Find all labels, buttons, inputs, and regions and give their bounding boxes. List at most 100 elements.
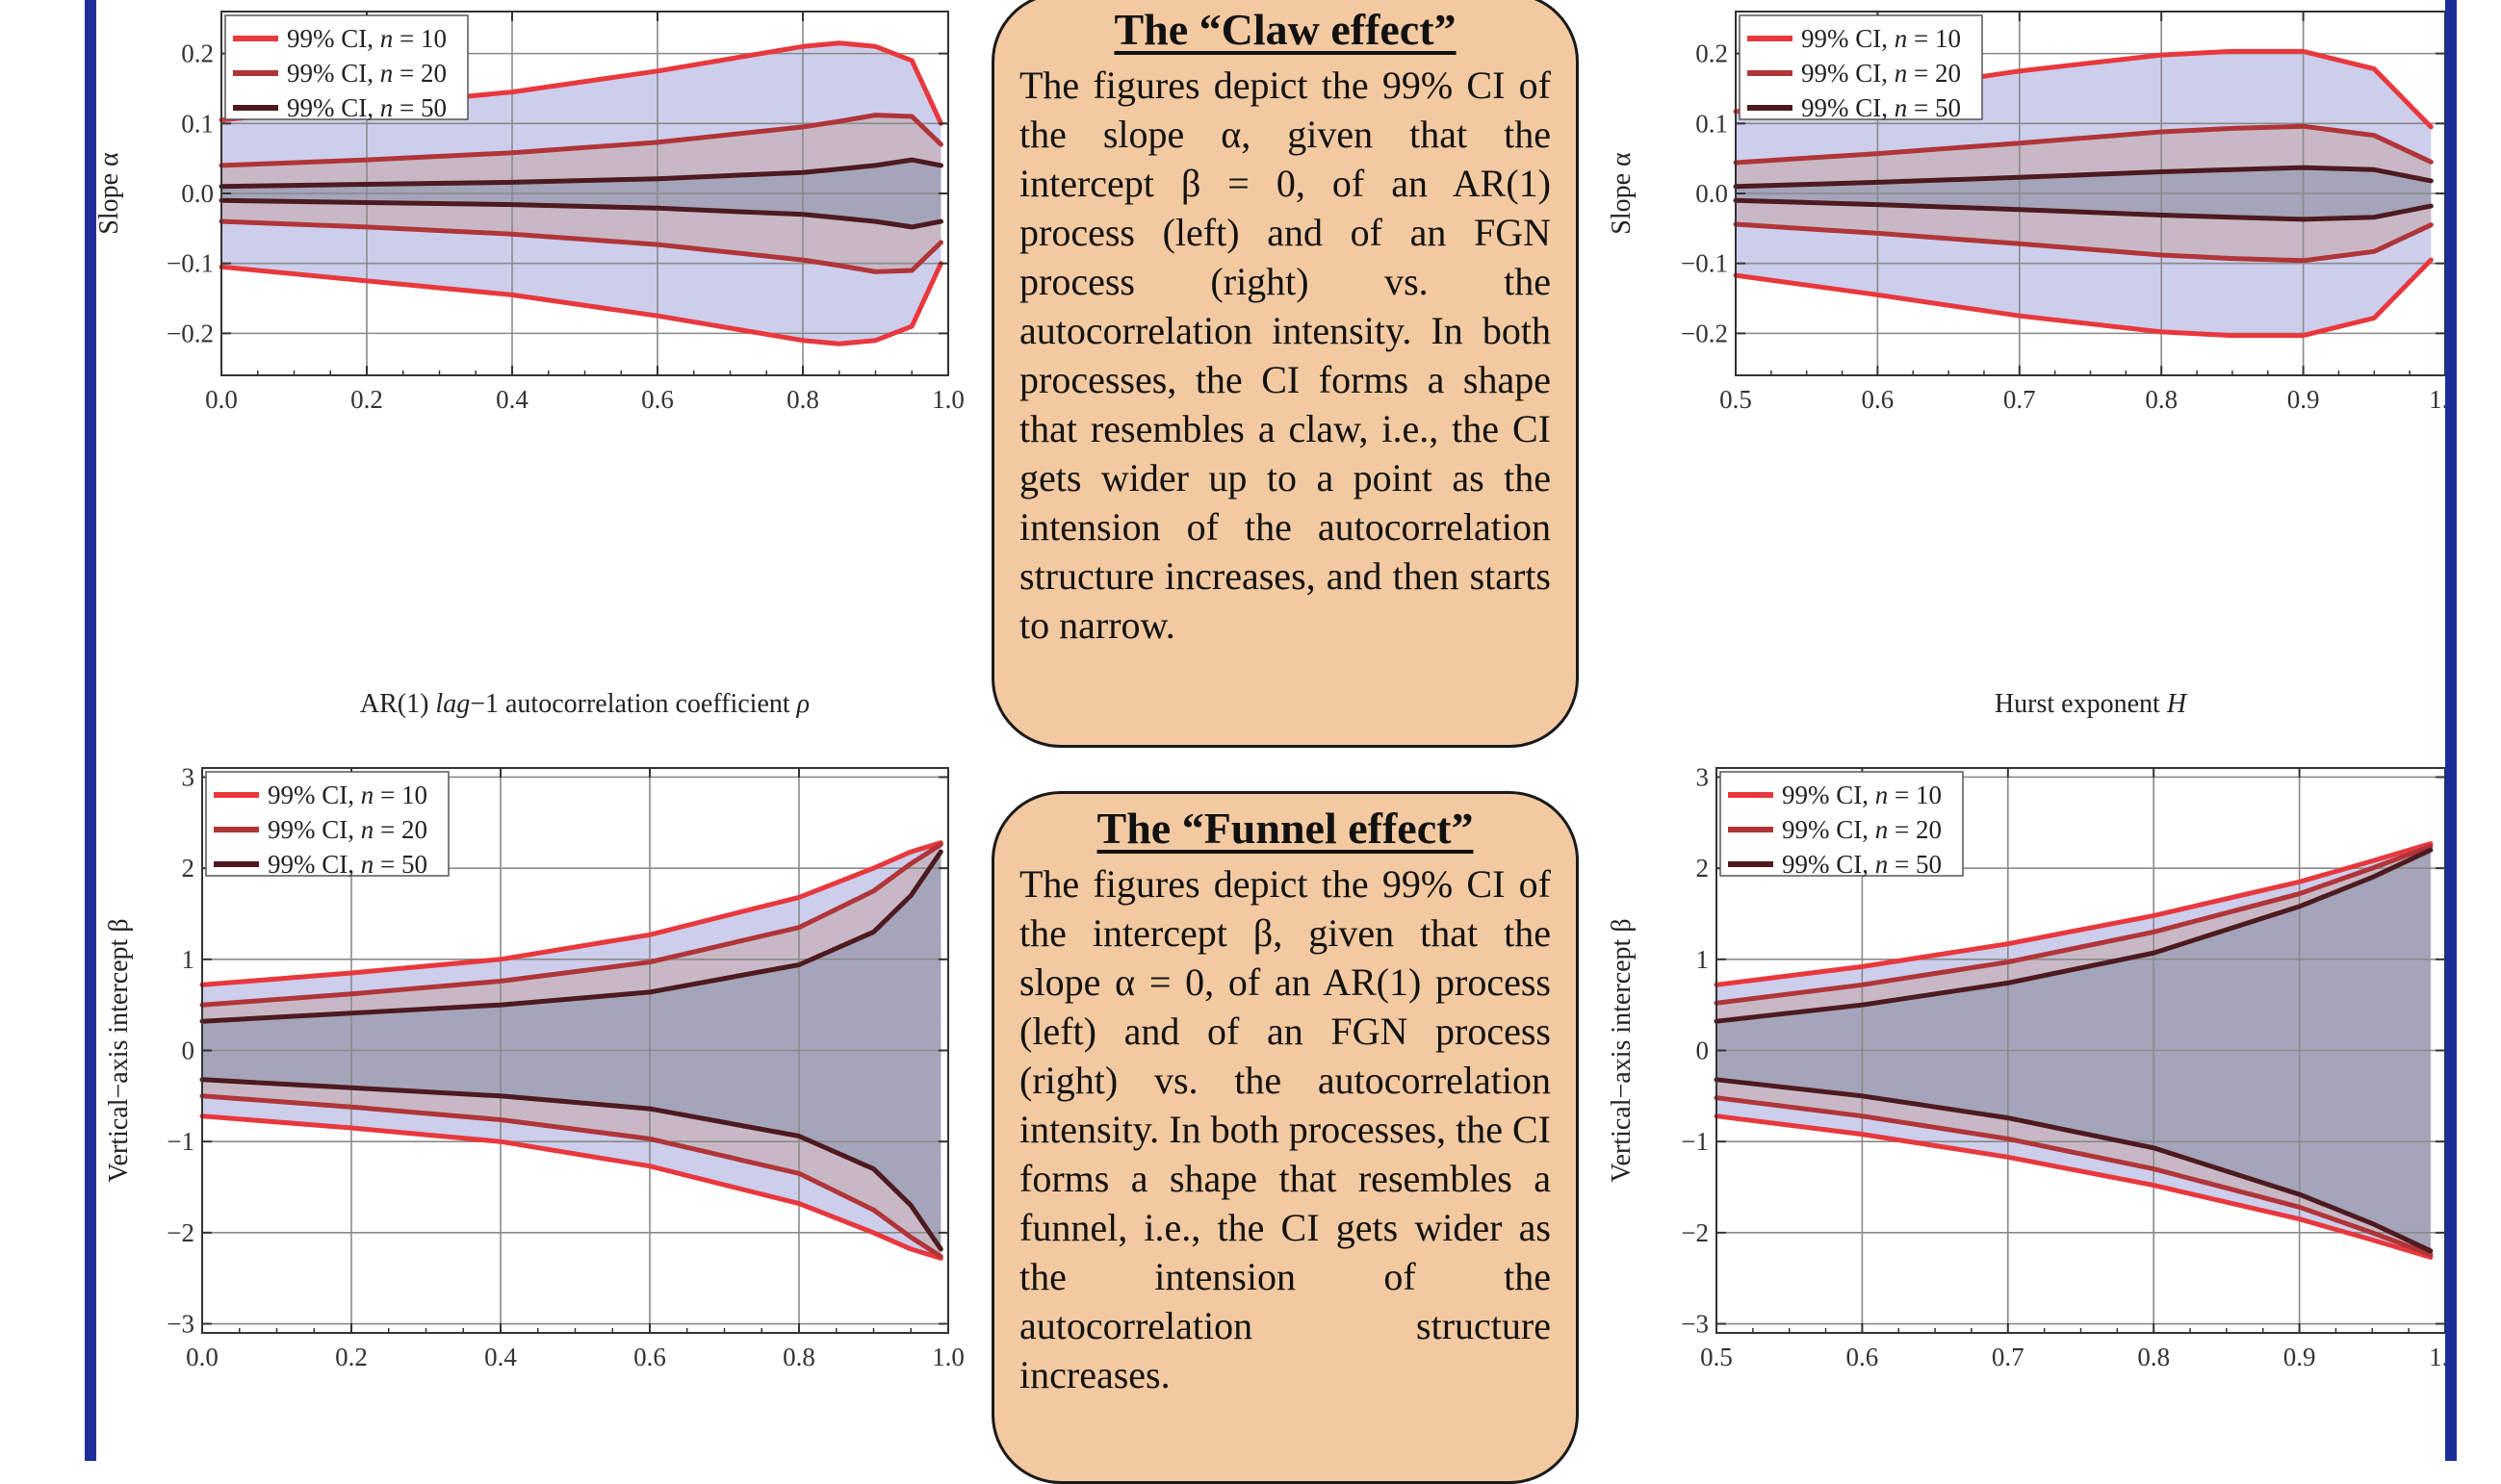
y-tick-label: −0.2: [1681, 319, 1728, 347]
legend: 99% CI, n = 10 99% CI, n = 20 99% CI, n = …: [1739, 14, 1983, 122]
ci-line-0-upper: [1714, 841, 2434, 987]
x-axis-label-part: ρ: [796, 689, 810, 719]
x-axis-label-part: lag: [435, 689, 470, 719]
ci-line-0-lower: [1733, 257, 2434, 339]
y-axis-label: Slope α: [94, 152, 124, 235]
legend-label: 99% CI, n = 50: [1801, 93, 1961, 122]
ci-line-1-upper: [199, 842, 943, 1008]
y-tick-label: −0.2: [167, 319, 214, 347]
y-tick-label: −2: [167, 1218, 194, 1247]
x-tick-label: 0.8: [2137, 1343, 2170, 1371]
ci-line-1-upper: [219, 113, 943, 168]
x-tick-label: 0.9: [2287, 385, 2320, 414]
x-tick-label: 0.7: [2003, 385, 2036, 414]
ci-line-0-lower: [1714, 1113, 2434, 1260]
right-frame-bar: [2445, 0, 2457, 1461]
ci-line-2-lower: [219, 197, 943, 230]
x-tick-label: 0.6: [633, 1343, 666, 1371]
ci-line-1-upper: [1733, 123, 2434, 166]
chart-ar1-intercept: 0.0 0.2 0.4 0.6 0.8 1.0 −3 −2 −1 0 1 2 3 Vertical−axi…: [87, 760, 977, 1461]
y-tick-label: −3: [1681, 1310, 1709, 1339]
left-frame-bar: [85, 0, 96, 1461]
legend-label: 99% CI, n = 20: [268, 815, 427, 844]
y-tick-label: −1: [1681, 1127, 1709, 1156]
y-tick-label: −0.1: [1681, 249, 1728, 278]
legend-label: 99% CI, n = 50: [287, 93, 447, 122]
x-tick-label: 0.4: [484, 1343, 517, 1371]
grid: [1716, 768, 2445, 1333]
legend-label: 99% CI, n = 10: [268, 780, 427, 809]
y-axis-label: Vertical−axis intercept β: [1607, 918, 1637, 1182]
ci-line-1-lower: [1733, 221, 2434, 264]
x-tick-label: 1.0: [932, 1343, 965, 1371]
legend-label: 99% CI, n = 10: [1801, 24, 1961, 53]
funnel-effect-box: The “Funnel effect” The figures depict t…: [992, 791, 1579, 1484]
y-tick-label: −3: [167, 1310, 194, 1339]
y-tick-label: 0.1: [1695, 109, 1728, 138]
y-tick-label: −2: [1681, 1218, 1709, 1247]
x-tick-label: 1.0: [2429, 385, 2445, 414]
ci-line-2-upper: [1733, 165, 2434, 190]
y-tick-label: 0.0: [181, 179, 214, 208]
y-tick-label: 2: [182, 854, 195, 883]
y-tick-label: 0: [182, 1036, 195, 1065]
chart-ar1-slope: 0.0 0.2 0.4 0.6 0.8 1.0 −0.2 −0.1 0.0 0.1 0.2 AR(1)…: [87, 0, 977, 746]
x-tick-label: 0.4: [496, 385, 529, 414]
funnel-effect-title: The “Funnel effect”: [1096, 804, 1474, 853]
claw-effect-title: The “Claw effect”: [1114, 5, 1457, 54]
ci-line-1-upper: [1714, 843, 2434, 1006]
ci-line-2-upper: [199, 849, 943, 1024]
y-tick-label: 2: [1696, 854, 1710, 883]
legend-box: [1739, 14, 1983, 120]
x-axis-label-part: H: [2166, 689, 2188, 719]
y-axis-label: Slope α: [1607, 152, 1637, 235]
legend-box: [224, 14, 469, 120]
ci-line-1-lower: [1714, 1095, 2434, 1258]
ci-line-2-upper: [1714, 847, 2434, 1024]
x-tick-label: 0.6: [1846, 1343, 1879, 1371]
grid: [1736, 12, 2445, 375]
x-axis-label-part: −1 autocorrelation coefficient: [470, 689, 796, 719]
legend-box: [205, 771, 450, 877]
ci-line-1-lower: [199, 1093, 943, 1259]
x-tick-label: 0.9: [2283, 1343, 2316, 1371]
x-tick-label: 0.6: [641, 385, 674, 414]
legend-label: 99% CI, n = 10: [1782, 780, 1942, 809]
legend-box: [1719, 771, 1964, 877]
y-tick-label: 3: [182, 762, 195, 791]
ci-line-2-upper: [219, 157, 943, 190]
x-tick-label: 0.8: [786, 385, 819, 414]
x-axis-label: AR(1) lag−1 autocorrelation coefficient …: [360, 689, 810, 719]
legend: 99% CI, n = 10 99% CI, n = 20 99% CI, n = …: [224, 14, 469, 122]
chart-ar1-slope-svg: 0.0 0.2 0.4 0.6 0.8 1.0 −0.2 −0.1 0.0 0.1 0.2 AR(1)…: [94, 11, 965, 719]
ci-line-0-upper: [199, 840, 943, 987]
legend-label: 99% CI, n = 20: [287, 59, 447, 88]
y-tick-label: 0.2: [181, 39, 214, 68]
legend-label: 99% CI, n = 20: [1782, 815, 1942, 844]
y-tick-label: 0: [1696, 1036, 1710, 1065]
ci-line-2-lower: [1714, 1077, 2434, 1254]
ci-line-0-lower: [199, 1113, 943, 1261]
x-tick-label: 0.0: [205, 385, 238, 414]
x-axis-label-part: AR(1): [360, 689, 436, 719]
chart-fgn-intercept-svg: 0.5 0.6 0.7 0.8 0.9 1.0 −3 −2 −1 0 1 2 3 Vertical−axi…: [1607, 762, 2462, 1371]
x-tick-label: 1.0: [2429, 1343, 2445, 1371]
chart-ar1-intercept-svg: 0.0 0.2 0.4 0.6 0.8 1.0 −3 −2 −1 0 1 2 3 Vertical−axi…: [104, 762, 965, 1371]
x-tick-label: 0.2: [335, 1343, 368, 1371]
ci-line-2-lower: [1733, 197, 2434, 222]
legend-label: 99% CI, n = 10: [287, 24, 447, 53]
legend-label: 99% CI, n = 50: [1782, 850, 1942, 879]
legend: 99% CI, n = 10 99% CI, n = 20 99% CI, n = …: [1719, 771, 1964, 879]
chart-fgn-slope: 0.5 0.6 0.7 0.8 0.9 1.0 −0.2 −0.1 0.0 0.1 0.2 Hurst…: [1593, 0, 2462, 746]
x-tick-label: 1.0: [932, 385, 965, 414]
ci-line-2-lower: [199, 1077, 943, 1252]
y-tick-label: 1: [182, 945, 195, 974]
x-tick-label: 0.2: [350, 385, 383, 414]
y-tick-label: 1: [1696, 945, 1710, 974]
x-tick-label: 0.7: [1992, 1343, 2024, 1371]
chart-fgn-intercept: 0.5 0.6 0.7 0.8 0.9 1.0 −3 −2 −1 0 1 2 3 Vertical−axi…: [1593, 760, 2462, 1461]
legend-label: 99% CI, n = 50: [268, 850, 427, 879]
x-tick-label: 0.0: [186, 1343, 219, 1371]
y-tick-label: 0.1: [181, 109, 214, 138]
y-tick-label: 3: [1696, 762, 1710, 791]
